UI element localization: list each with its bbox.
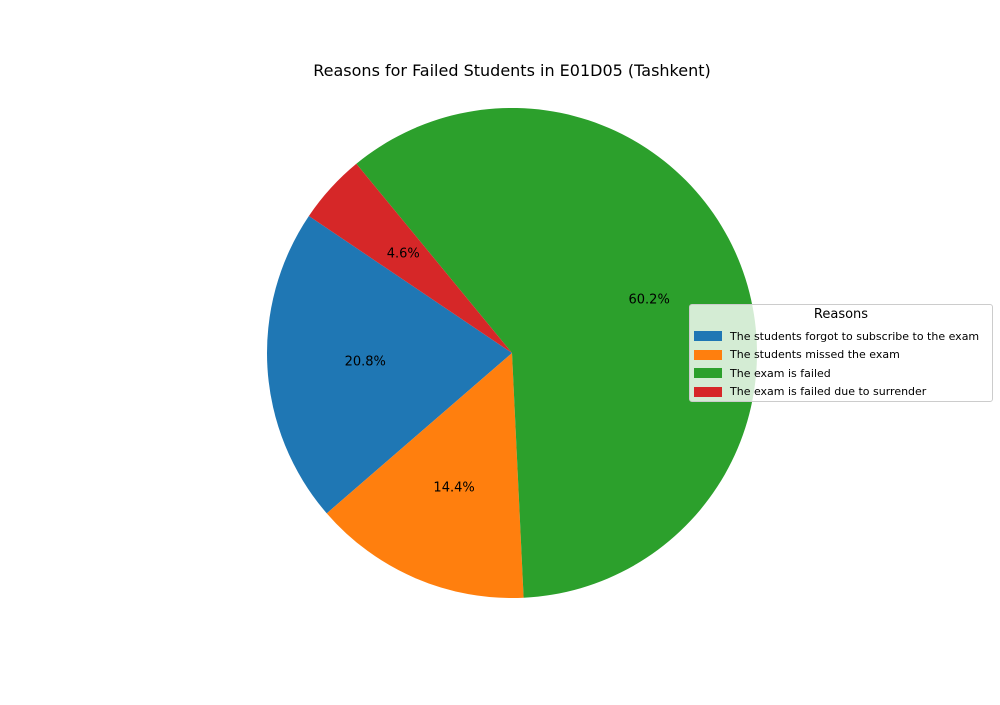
legend-swatch xyxy=(694,331,722,342)
legend: Reasons The students forgot to subscribe… xyxy=(689,304,993,402)
legend-label: The students forgot to subscribe to the … xyxy=(730,329,980,343)
pie-slice xyxy=(356,107,757,598)
legend-title: Reasons xyxy=(813,307,869,322)
legend-label: The exam is failed due to surrender xyxy=(730,385,927,399)
pie-slice-labels: 20.8% 14.4% 60.2% 4.6% xyxy=(345,247,670,496)
slice-percent-label: 60.2% xyxy=(629,293,670,308)
legend-label: The students missed the exam xyxy=(730,348,900,362)
legend-list: The students forgot to subscribe to the … xyxy=(694,327,979,401)
slice-percent-label: 4.6% xyxy=(387,247,420,262)
slice-percent-label: 14.4% xyxy=(433,481,474,496)
pie-slice xyxy=(308,163,512,353)
legend-label: The exam is failed xyxy=(730,366,831,380)
legend-swatch xyxy=(694,368,722,379)
legend-swatch xyxy=(694,386,722,397)
pie-slices xyxy=(266,107,757,598)
slice-percent-label: 20.8% xyxy=(345,354,386,369)
chart-title: Reasons for Failed Students in E01D05 (T… xyxy=(313,61,711,80)
legend-item: The students forgot to subscribe to the … xyxy=(694,327,979,346)
legend-item: The students missed the exam xyxy=(694,346,979,365)
pie-slice xyxy=(266,215,512,514)
legend-item: The exam is failed due to surrender xyxy=(694,383,979,402)
legend-swatch xyxy=(694,349,722,360)
legend-item: The exam is failed xyxy=(694,364,979,383)
pie-slice xyxy=(326,353,524,598)
